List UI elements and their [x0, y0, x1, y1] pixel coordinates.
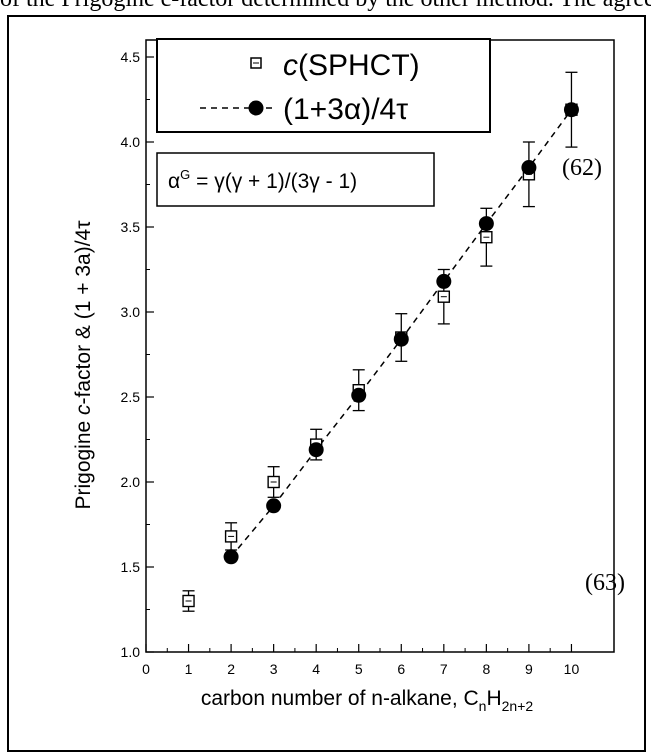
- series-2-markers: [223, 102, 579, 565]
- x-tick-label: 5: [355, 661, 363, 677]
- y-tick-label: 3.5: [121, 219, 141, 235]
- data-point-filled-circle: [393, 331, 409, 347]
- legend-box: [156, 38, 491, 133]
- data-point-filled-circle: [351, 387, 367, 403]
- annotation-62: (62): [562, 155, 602, 181]
- formula-text: αG = γ(γ + 1)/(3γ - 1): [168, 167, 357, 193]
- y-tick-label: 2.5: [121, 389, 141, 405]
- x-tick-label: 6: [397, 661, 405, 677]
- legend-label-series-1: c(SPHCT): [283, 49, 420, 82]
- data-point-filled-circle: [478, 216, 494, 232]
- x-tick-label: 9: [525, 661, 533, 677]
- y-tick-label: 1.5: [121, 559, 141, 575]
- y-axis-ticks: 1.0 1.5 2.0 2.5 3.0 3.5 4.0 4.5: [121, 49, 154, 660]
- formula-box: αG = γ(γ + 1)/(3γ - 1): [156, 152, 435, 207]
- x-tick-label: 7: [440, 661, 448, 677]
- x-axis-ticks: 0 1 2 3 4 5 6 7 8 9 10: [142, 644, 615, 677]
- legend-label-series-2: (1+3α)/4τ: [283, 93, 408, 126]
- x-tick-label: 2: [227, 661, 235, 677]
- data-point-filled-circle: [266, 498, 282, 514]
- data-point-filled-circle: [308, 442, 324, 458]
- x-tick-label: 8: [482, 661, 490, 677]
- x-axis-title: carbon number of n-alkane, CnH2n+2: [201, 687, 534, 714]
- formula-frame: [156, 152, 435, 207]
- y-tick-label: 1.0: [121, 644, 141, 660]
- legend: c(SPHCT) (1+3α)/4τ: [156, 38, 491, 133]
- data-point-filled-circle: [563, 102, 579, 118]
- x-tick-label: 4: [312, 661, 320, 677]
- data-point-filled-circle: [436, 273, 452, 289]
- x-tick-label: 0: [142, 661, 150, 677]
- x-tick-label: 3: [270, 661, 278, 677]
- y-axis-title: Prigogine c-factor & (1 + 3a)/4τ: [72, 220, 95, 510]
- y-tick-label: 4.0: [121, 134, 141, 150]
- y-tick-label: 3.0: [121, 304, 141, 320]
- data-point-filled-circle: [521, 160, 537, 175]
- legend-marker-filled-circle: [248, 100, 264, 116]
- data-point-filled-circle: [223, 549, 239, 565]
- body-text-fragment: of the Prigogine c-factor determined by …: [0, 0, 651, 16]
- x-tick-label: 1: [185, 661, 193, 677]
- y-tick-label: 4.5: [121, 49, 141, 65]
- figure-frame: [7, 15, 646, 752]
- x-tick-label: 10: [564, 661, 580, 677]
- annotation-63: (63): [585, 570, 625, 596]
- y-tick-label: 2.0: [121, 474, 141, 490]
